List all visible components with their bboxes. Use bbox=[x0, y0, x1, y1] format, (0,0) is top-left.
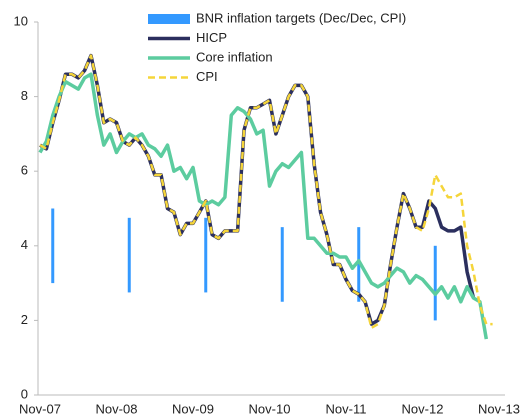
x-tick-label: Nov-13 bbox=[478, 401, 520, 416]
line-2 bbox=[39, 54, 493, 330]
x-tick-label: Nov-10 bbox=[249, 401, 291, 416]
x-tick-label: Nov-08 bbox=[96, 401, 138, 416]
legend-label: CPI bbox=[196, 69, 218, 84]
x-tick-label: Nov-12 bbox=[402, 401, 444, 416]
y-tick-label: 2 bbox=[21, 312, 28, 327]
line-1 bbox=[38, 72, 489, 340]
target-range bbox=[127, 217, 131, 293]
x-tick-label: Nov-09 bbox=[172, 401, 214, 416]
legend-label: Core inflation bbox=[196, 49, 273, 64]
target-range bbox=[51, 208, 55, 284]
y-tick-label: 8 bbox=[21, 88, 28, 103]
x-tick-label: Nov-07 bbox=[19, 401, 61, 416]
target-range bbox=[433, 245, 437, 321]
legend-label: BNR inflation targets (Dec/Dec, CPI) bbox=[196, 10, 406, 25]
legend-label: HICP bbox=[196, 30, 227, 45]
target-range bbox=[204, 217, 208, 293]
target-range bbox=[357, 227, 361, 302]
legend-swatch bbox=[148, 14, 190, 24]
y-tick-label: 0 bbox=[21, 386, 28, 401]
target-range bbox=[280, 227, 284, 302]
y-tick-label: 6 bbox=[21, 163, 28, 178]
y-tick-label: 4 bbox=[21, 237, 28, 252]
y-tick-label: 10 bbox=[14, 13, 28, 28]
x-tick-label: Nov-11 bbox=[326, 401, 367, 416]
